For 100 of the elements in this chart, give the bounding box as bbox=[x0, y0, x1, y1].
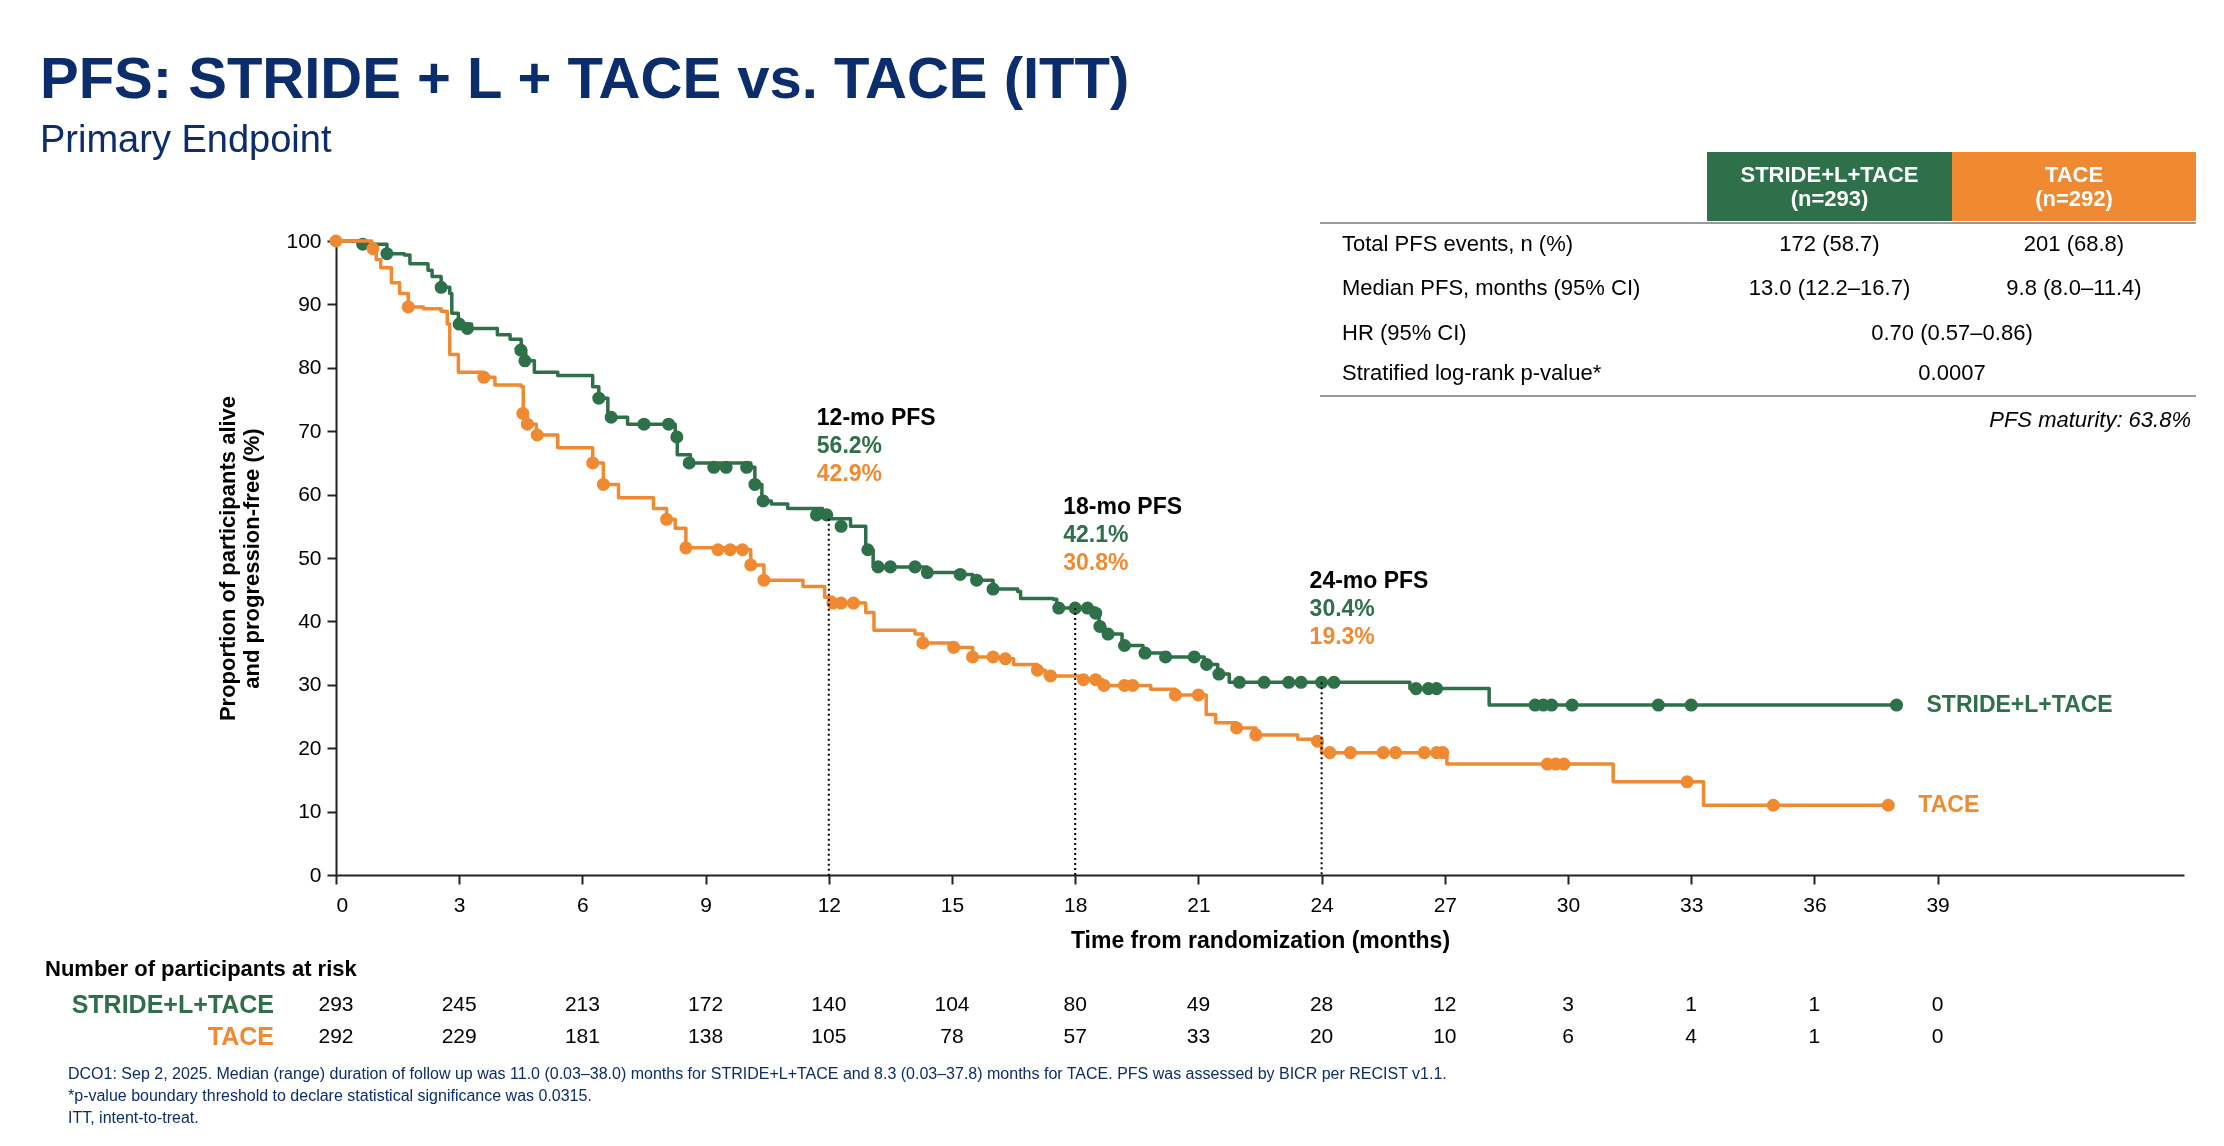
x-tick-label: 27 bbox=[1433, 892, 1457, 916]
x-tick-label: 15 bbox=[940, 892, 965, 916]
point bbox=[1323, 746, 1337, 760]
annotation: 42.1% bbox=[1063, 521, 1129, 548]
point bbox=[1376, 746, 1390, 760]
annotation: PFS maturity: 63.8% bbox=[1989, 407, 2191, 432]
point bbox=[947, 640, 961, 654]
text: 33 bbox=[1186, 1024, 1211, 1047]
text: 1 bbox=[1685, 992, 1698, 1015]
point bbox=[1093, 619, 1107, 633]
point bbox=[1327, 675, 1341, 689]
point bbox=[986, 582, 1000, 596]
point bbox=[596, 477, 610, 491]
text: 104 bbox=[934, 992, 970, 1015]
point bbox=[834, 519, 848, 533]
category-label: Total PFS events, n (%) bbox=[1342, 231, 1574, 256]
point bbox=[1232, 675, 1246, 689]
point bbox=[1159, 650, 1173, 664]
text: 0 bbox=[1931, 992, 1944, 1015]
text: 140 bbox=[811, 992, 847, 1015]
text: 0 bbox=[1931, 1024, 1944, 1047]
point bbox=[707, 460, 721, 474]
y-tick-label: 0 bbox=[309, 862, 322, 886]
text: 12 bbox=[1433, 992, 1457, 1015]
series-label: TACE bbox=[1918, 791, 1980, 818]
point bbox=[1890, 698, 1904, 712]
text: DCO1: Sep 2, 2025. Median (range) duration of follow up was 11.0 (0.03–38.0) months for STRIDE+L+TACE and 8.3 (0.03–37.8) months for TACE. PFS was assessed by BICR per RECIST v1.1. bbox=[68, 1065, 1447, 1082]
point bbox=[477, 370, 491, 384]
point bbox=[1030, 663, 1044, 677]
point bbox=[1138, 646, 1152, 660]
text: 213 bbox=[564, 992, 600, 1015]
point bbox=[719, 460, 733, 474]
point bbox=[711, 543, 725, 557]
text: Number of participants at risk bbox=[45, 956, 358, 981]
point bbox=[1117, 638, 1131, 652]
point bbox=[1052, 601, 1066, 615]
y-tick-label: 100 bbox=[286, 228, 322, 252]
point bbox=[1417, 746, 1431, 760]
point bbox=[586, 456, 600, 470]
point bbox=[679, 541, 693, 555]
point bbox=[1545, 698, 1559, 712]
point bbox=[1294, 675, 1308, 689]
point bbox=[604, 410, 618, 424]
point bbox=[380, 247, 394, 261]
point bbox=[1409, 682, 1423, 696]
x-tick-label: 6 bbox=[577, 892, 589, 916]
point bbox=[1881, 798, 1895, 812]
text: 4 bbox=[1685, 1024, 1698, 1047]
point bbox=[871, 560, 885, 574]
text: 138 bbox=[688, 1024, 724, 1047]
x-tick-label: 0 bbox=[336, 892, 349, 916]
point bbox=[1310, 734, 1325, 748]
series-label: STRIDE+L+TACE bbox=[1926, 691, 2113, 718]
text: 0.0007 bbox=[1918, 360, 1986, 385]
text: 1 bbox=[1808, 1024, 1821, 1047]
x-tick-label: 9 bbox=[700, 892, 712, 916]
point bbox=[1315, 675, 1329, 689]
annotation: 24-mo PFS bbox=[1309, 567, 1429, 594]
text: *p-value boundary threshold to declare statistical significance was 0.0315. bbox=[68, 1087, 592, 1104]
point bbox=[1257, 675, 1271, 689]
annotation: 12-mo PFS bbox=[816, 403, 936, 430]
text: 292 bbox=[318, 1024, 354, 1047]
point bbox=[682, 456, 696, 470]
point bbox=[1389, 746, 1403, 760]
point bbox=[1044, 669, 1058, 683]
point bbox=[1126, 678, 1140, 692]
text: 245 bbox=[441, 992, 477, 1015]
point bbox=[1680, 775, 1694, 789]
point bbox=[366, 242, 380, 256]
point bbox=[986, 650, 1000, 664]
point bbox=[756, 494, 770, 508]
text: 78 bbox=[940, 1024, 964, 1047]
point bbox=[1766, 798, 1780, 812]
point bbox=[953, 567, 967, 581]
point bbox=[920, 566, 934, 580]
text: 1 bbox=[1808, 992, 1821, 1015]
text: 3 bbox=[1562, 992, 1574, 1015]
chart-subtitle: Primary Endpoint bbox=[40, 118, 332, 160]
point bbox=[401, 300, 415, 314]
point bbox=[1097, 678, 1111, 692]
text: 28 bbox=[1309, 992, 1334, 1015]
point bbox=[434, 280, 448, 294]
text: 172 bbox=[688, 992, 724, 1015]
point bbox=[592, 391, 606, 405]
point bbox=[516, 406, 530, 420]
x-tick-label: 3 bbox=[453, 892, 466, 916]
text: 6 bbox=[1562, 1024, 1574, 1047]
annotation: 18-mo PFS bbox=[1063, 493, 1183, 520]
text: 57 bbox=[1063, 1024, 1087, 1047]
point bbox=[1249, 728, 1263, 742]
point bbox=[1684, 698, 1698, 712]
point bbox=[660, 512, 674, 526]
x-axis-title: Time from randomization (months) bbox=[1070, 926, 1451, 953]
text: 10 bbox=[1433, 1024, 1457, 1047]
point bbox=[514, 343, 528, 357]
point bbox=[820, 508, 834, 522]
point bbox=[908, 560, 922, 574]
text: 49 bbox=[1186, 992, 1211, 1015]
text: 181 bbox=[564, 1024, 600, 1047]
y-tick-label: 90 bbox=[298, 291, 322, 315]
